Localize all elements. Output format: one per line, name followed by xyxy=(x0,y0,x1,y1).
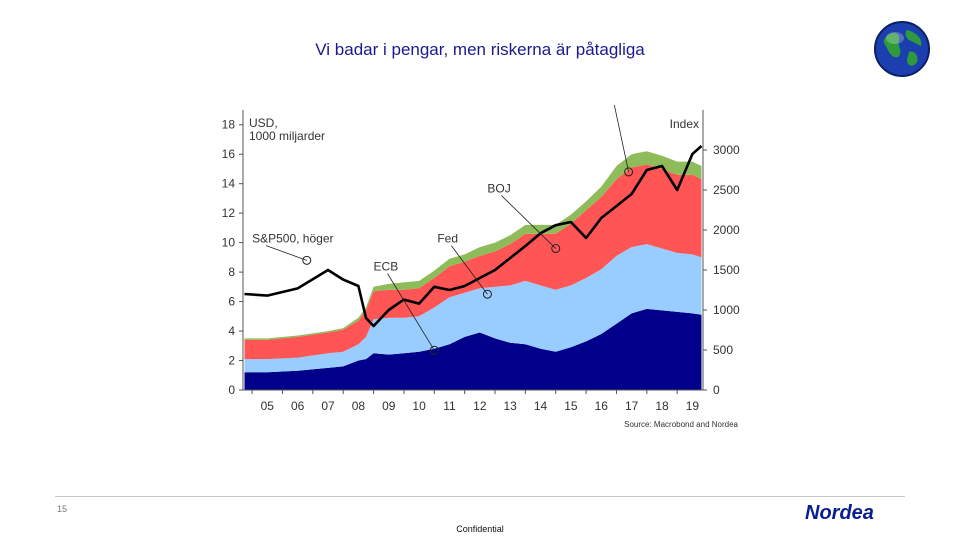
left-tick-label: 0 xyxy=(228,383,235,397)
left-tick-label: 10 xyxy=(222,236,236,250)
annotation-leader-fed xyxy=(451,245,488,295)
left-tick-label: 12 xyxy=(222,206,236,220)
right-tick-label: 3000 xyxy=(713,143,740,157)
area-series-ecb xyxy=(244,308,702,390)
left-tick-label: 4 xyxy=(228,324,235,338)
annotation-marker-boe xyxy=(624,167,634,177)
x-tick-label: 13 xyxy=(504,399,518,413)
annotation-marker-ecb xyxy=(429,345,439,355)
chart-source: Source: Macrobond and Nordea xyxy=(624,420,738,429)
right-tick-label: 500 xyxy=(713,343,733,357)
area-series-boj xyxy=(244,164,702,360)
annotation-marker-boj xyxy=(551,244,561,254)
annotation-label-fed: Fed xyxy=(437,232,458,246)
right-tick-label: 1500 xyxy=(713,263,740,277)
x-tick-label: 16 xyxy=(595,399,609,413)
area-series-fed xyxy=(244,244,702,373)
slide-title: Vi badar i pengar, men riskerna är påtag… xyxy=(315,40,645,59)
annotation-marker-fed xyxy=(482,289,492,299)
left-tick-label: 18 xyxy=(222,118,236,132)
annotation-leader-ecb xyxy=(387,273,435,351)
annotation-label-boj: BOJ xyxy=(487,182,510,196)
x-tick-label: 12 xyxy=(473,399,487,413)
right-tick-label: 2000 xyxy=(713,223,740,237)
left-tick-label: 8 xyxy=(228,265,235,279)
annotation-leader-boe xyxy=(611,95,630,172)
x-tick-label: 07 xyxy=(321,399,335,413)
x-tick-label: 14 xyxy=(534,399,548,413)
logo-wordmark: Nordea xyxy=(805,502,874,524)
right-tick-label: 0 xyxy=(713,383,720,397)
x-tick-label: 11 xyxy=(443,399,456,413)
x-tick-label: 06 xyxy=(291,399,305,413)
x-tick-label: 15 xyxy=(564,399,578,413)
annotation-leader-boj xyxy=(501,195,557,249)
left-tick-label: 2 xyxy=(228,354,235,368)
globe-icon xyxy=(874,21,930,77)
sp500-index-line xyxy=(244,145,703,328)
left-tick-label: 16 xyxy=(222,147,236,161)
x-tick-label: 09 xyxy=(382,399,396,413)
annotation-leader-s-p500-h-ger xyxy=(265,245,307,261)
x-tick-label: 17 xyxy=(625,399,639,413)
right-tick-label: 2500 xyxy=(713,183,740,197)
footer-divider xyxy=(55,496,905,497)
right-tick-label: 1000 xyxy=(713,303,740,317)
annotation-label-s-p500-h-ger: S&P500, höger xyxy=(252,232,333,246)
x-tick-label: 19 xyxy=(686,399,700,413)
central-bank-balance-chart: 0 2 4 6 8 10 12 14 16 18 0 500 1000 1500 2000 2500 3000 0… xyxy=(210,81,750,435)
page-number: 15 xyxy=(57,504,68,514)
left-axis-label-line: USD, xyxy=(249,116,278,130)
left-tick-label: 6 xyxy=(228,295,235,309)
nordea-logo: Nordea xyxy=(805,502,874,524)
annotation-marker-s-p500-h-ger xyxy=(302,255,312,265)
left-axis-label: USD, 1000 miljarder xyxy=(249,116,325,143)
left-axis-label-line: 1000 miljarder xyxy=(249,129,325,143)
annotation-label-ecb: ECB xyxy=(374,260,399,274)
confidential-label: Confidential xyxy=(456,524,504,534)
left-tick-label: 14 xyxy=(222,177,236,191)
chart-canvas: 0 2 4 6 8 10 12 14 16 18 0 500 1000 1500 2000 2500 3000 0… xyxy=(222,81,740,429)
x-tick-label: 18 xyxy=(655,399,669,413)
x-tick-label: 10 xyxy=(412,399,426,413)
right-axis-label: Index xyxy=(670,117,699,131)
x-tick-label: 05 xyxy=(261,399,275,413)
x-tick-label: 08 xyxy=(352,399,366,413)
